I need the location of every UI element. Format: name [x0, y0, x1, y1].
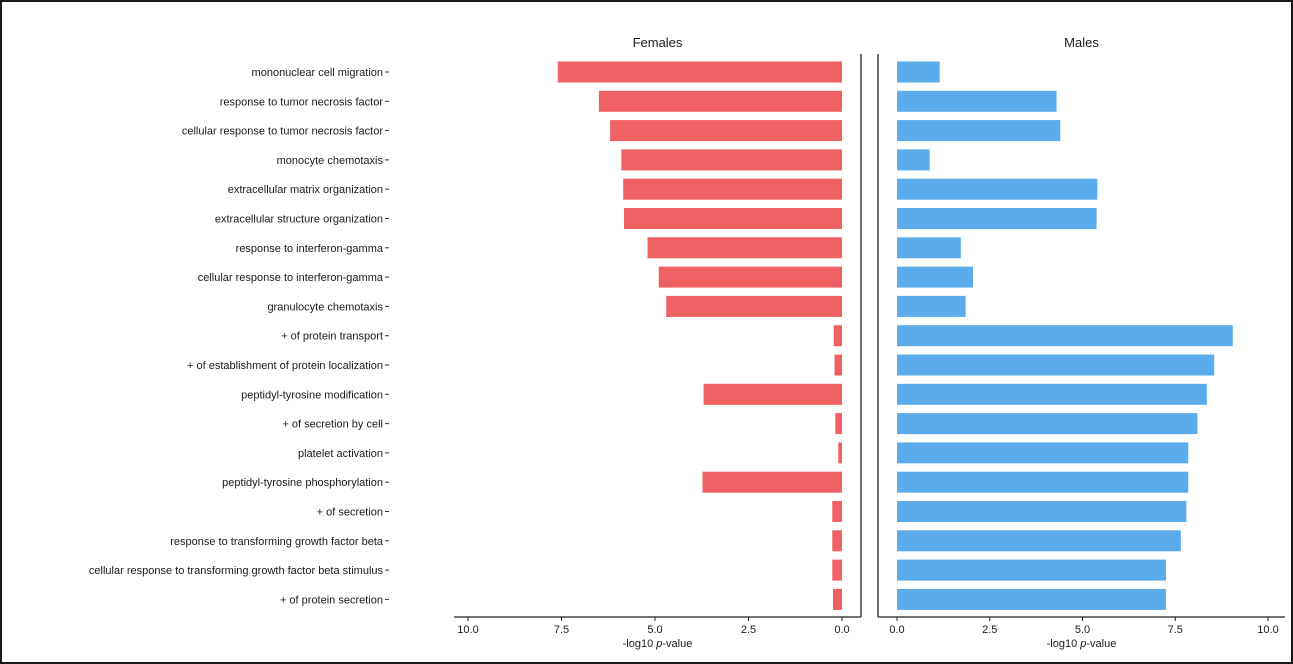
- panel-title: Males: [1064, 35, 1099, 50]
- category-label: granulocyte chemotaxis: [267, 301, 383, 313]
- category-label: response to transforming growth factor b…: [170, 536, 384, 548]
- category-label: peptidyl-tyrosine modification: [241, 389, 383, 401]
- x-tick-label: 0.0: [889, 624, 904, 636]
- category-label: monocyte chemotaxis: [277, 155, 384, 167]
- category-label: + of establishment of protein localizati…: [187, 360, 383, 372]
- bar: [838, 442, 842, 464]
- bar: [598, 90, 842, 112]
- category-label: extracellular matrix organization: [228, 184, 383, 196]
- bar: [897, 501, 1187, 522]
- category-label: platelet activation: [298, 448, 383, 460]
- bar: [623, 178, 842, 200]
- bar: [832, 559, 842, 581]
- bar: [897, 295, 966, 317]
- bar: [658, 266, 842, 288]
- bar: [897, 237, 961, 259]
- bar: [897, 530, 1181, 552]
- bar: [610, 120, 842, 142]
- x-axis-title: -log10 p-value: [1047, 638, 1117, 650]
- category-label: response to interferon-gamma: [236, 243, 384, 255]
- x-tick-label: 2.5: [741, 624, 756, 636]
- x-axis-title: -log10 p-value: [623, 638, 693, 650]
- bar: [832, 501, 842, 522]
- bar: [897, 61, 940, 83]
- bar: [897, 559, 1166, 581]
- females-panel: Females 10.0 7.5 5.0 2.5 0.0 -log10 p-value: [454, 35, 862, 650]
- panel-title: Females: [633, 35, 683, 50]
- bar: [833, 588, 842, 610]
- category-label: + of secretion by cell: [282, 419, 383, 431]
- bar: [557, 61, 842, 83]
- bar: [897, 149, 930, 171]
- bar: [897, 208, 1097, 229]
- x-tick-label: 5.0: [647, 624, 662, 636]
- x-tick-label: 2.5: [982, 624, 997, 636]
- x-tick-label: 10.0: [1257, 624, 1278, 636]
- category-label: peptidyl-tyrosine phosphorylation: [222, 477, 383, 489]
- bar: [666, 295, 842, 317]
- bar: [897, 120, 1061, 142]
- bar: [835, 413, 842, 435]
- category-labels: mononuclear cell migration response to tu…: [89, 67, 389, 606]
- bar: [703, 383, 842, 405]
- x-tick-label: 10.0: [457, 624, 478, 636]
- category-label: + of protein transport: [281, 331, 383, 343]
- category-label: extracellular structure organization: [215, 214, 383, 226]
- bar: [702, 471, 842, 493]
- bar: [897, 588, 1166, 610]
- category-label: cellular response to interferon-gamma: [198, 272, 384, 284]
- bar: [897, 178, 1098, 200]
- x-tick-label: 7.5: [1168, 624, 1183, 636]
- category-label: cellular response to tumor necrosis fact…: [182, 126, 383, 138]
- bar: [897, 325, 1233, 347]
- x-tick-label: 7.5: [554, 624, 569, 636]
- category-label: + of secretion: [317, 507, 383, 519]
- males-panel: Males 0.0 2.5 5.0 7.5 10.0 -log10 p-value: [877, 35, 1285, 650]
- bar: [897, 266, 974, 288]
- bar: [897, 442, 1189, 464]
- category-label: mononuclear cell migration: [252, 67, 383, 79]
- bar: [621, 149, 842, 171]
- bar: [832, 530, 842, 552]
- category-label: + of protein secretion: [280, 594, 383, 606]
- category-label: response to tumor necrosis factor: [220, 96, 384, 108]
- bar: [647, 237, 842, 259]
- bar: [833, 325, 842, 347]
- bar: [897, 90, 1057, 112]
- x-tick-label: 0.0: [834, 624, 849, 636]
- category-label: cellular response to transforming growth…: [89, 565, 384, 577]
- bar: [834, 354, 842, 376]
- bar: [623, 208, 842, 229]
- bar: [897, 471, 1189, 493]
- x-tick-label: 5.0: [1075, 624, 1090, 636]
- bar: [897, 413, 1198, 435]
- bar: [897, 354, 1215, 376]
- bar: [897, 383, 1207, 405]
